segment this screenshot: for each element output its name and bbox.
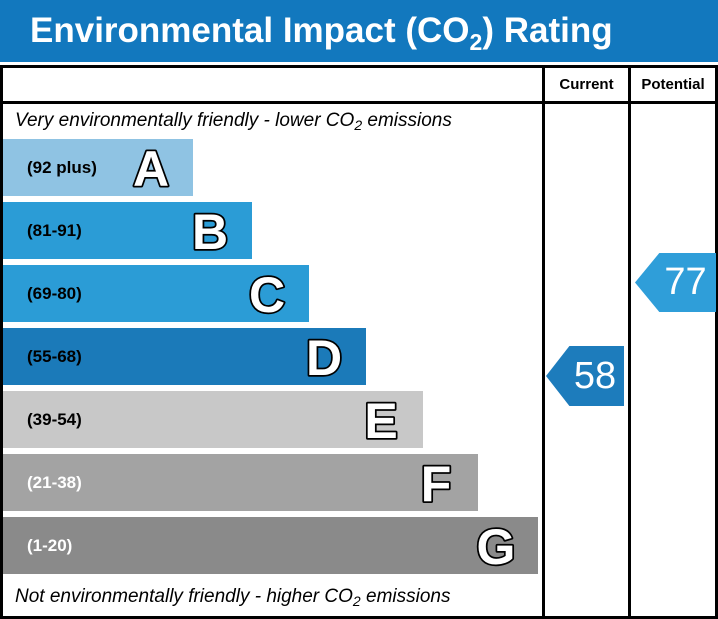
band-d-letter: D [304,330,344,384]
column-header-current: Current [542,68,628,104]
svg-text:A: A [133,141,169,195]
header-spacer [3,68,542,104]
rating-table: Current Potential Very environmentally f… [0,65,718,619]
band-f-range: (21-38) [27,472,82,492]
band-d-range: (55-68) [27,346,82,366]
band-c-bar: (69-80) C [3,265,309,322]
band-d-bar: (55-68) D [3,328,366,385]
band-a-range: (92 plus) [27,157,97,177]
band-c-letter: C [247,267,287,321]
band-e-range: (39-54) [27,409,82,429]
bottom-note: Not environmentally friendly - higher CO… [15,586,451,609]
band-c-range: (69-80) [27,283,82,303]
band-b-range: (81-91) [27,220,82,240]
band-g-letter: G [475,519,517,573]
svg-text:E: E [364,393,397,447]
title-banner: Environmental Impact (CO2) Rating [0,0,718,62]
potential-rating-value: 77 [664,261,707,303]
band-f-bar: (21-38) F [3,454,478,511]
band-e-letter: E [363,393,400,447]
current-rating-value: 58 [573,354,617,397]
band-g-bar: (1-20) G [3,517,538,574]
svg-text:C: C [249,267,285,321]
band-g-range: (1-20) [27,535,73,555]
band-b-letter: B [190,204,230,258]
co2-subscript: 2 [469,29,483,55]
column-header-potential: Potential [628,68,715,104]
potential-column [628,104,715,616]
top-note: Very environmentally friendly - lower CO… [15,110,452,133]
page-title: Environmental Impact (CO2) Rating [30,11,613,55]
svg-text:B: B [192,204,228,258]
band-e-bar: (39-54) E [3,391,423,448]
svg-text:G: G [477,519,516,573]
band-scale-area: Very environmentally friendly - lower CO… [3,104,542,616]
band-a-bar: (92 plus) A [3,139,193,196]
svg-text:F: F [421,456,452,510]
band-b-bar: (81-91) B [3,202,252,259]
svg-text:D: D [306,330,342,384]
band-a-letter: A [131,141,171,195]
band-f-letter: F [419,456,453,510]
band-list: (92 plus) A (81-91) B (69-80) C (55-68) … [3,139,542,580]
